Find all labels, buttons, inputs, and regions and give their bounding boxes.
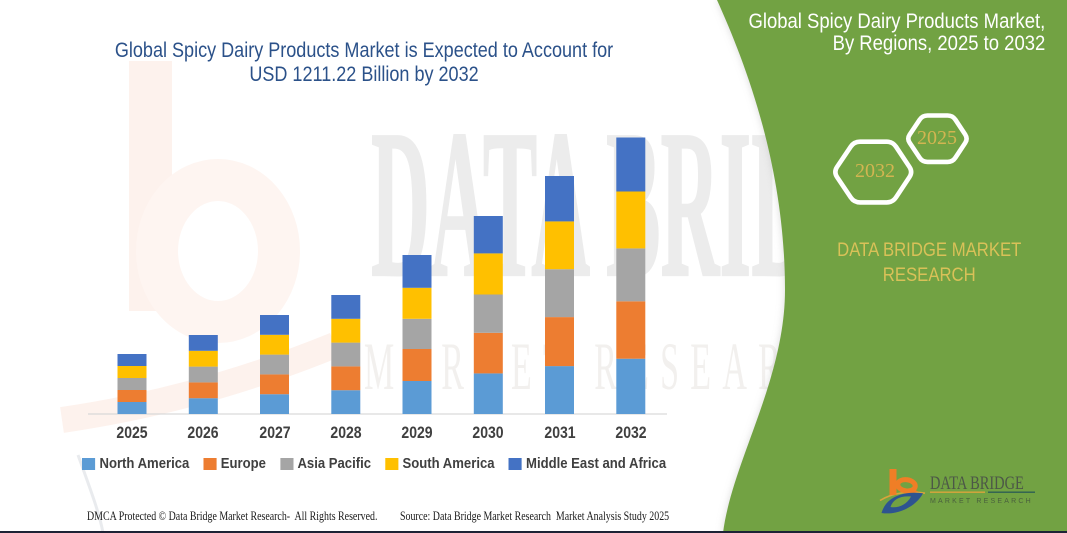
svg-text:MARKET RESEARCH: MARKET RESEARCH [930, 498, 1033, 505]
svg-text:DATA BRIDGE: DATA BRIDGE [930, 472, 1024, 493]
